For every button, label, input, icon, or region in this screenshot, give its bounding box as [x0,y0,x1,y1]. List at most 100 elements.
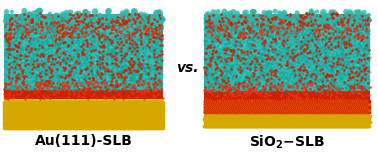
Point [110,62,116,65]
Point [269,36,275,38]
Point [76,36,82,38]
Point [287,80,293,83]
Point [275,43,281,46]
Point [341,84,347,86]
Point [287,32,293,34]
Point [40,78,46,81]
Point [336,61,342,64]
Point [332,62,338,65]
Point [52,24,58,26]
Point [54,48,60,51]
Point [8,67,14,69]
Point [284,64,290,67]
Point [343,18,349,21]
Point [143,65,149,68]
Point [292,15,298,17]
Point [203,97,209,100]
Point [339,43,345,45]
Point [250,48,256,51]
Point [126,75,132,78]
Point [90,22,96,24]
Point [330,74,336,77]
Point [106,68,112,71]
Point [235,68,241,71]
Point [12,79,18,82]
Point [311,67,317,69]
Point [308,42,314,45]
Point [2,93,8,95]
Point [296,96,302,98]
Point [295,85,301,88]
Point [65,41,71,44]
Point [117,64,123,66]
Point [249,20,255,22]
Point [145,36,151,39]
Point [222,20,228,23]
Point [126,60,132,63]
Point [15,72,21,75]
Point [48,18,54,21]
Point [92,10,98,13]
Point [328,50,335,53]
Point [322,30,328,32]
Point [152,85,158,88]
Point [19,17,25,19]
Point [233,89,239,92]
Point [120,30,126,33]
Point [285,27,291,30]
Point [321,83,327,85]
Point [358,18,364,20]
Point [246,51,252,54]
Point [34,19,40,21]
Point [106,18,112,21]
Point [257,23,263,26]
Point [354,37,360,39]
Point [320,87,326,89]
Point [242,89,248,92]
Point [255,74,261,77]
Point [43,26,50,28]
Point [248,87,254,90]
Point [89,47,95,49]
Point [63,68,69,71]
Point [12,67,18,70]
Point [95,73,101,75]
Point [141,21,147,24]
Point [26,43,33,46]
Point [62,49,68,52]
Point [147,35,153,38]
Point [135,16,141,19]
Point [341,82,347,84]
Point [350,25,356,28]
Point [102,86,108,89]
Point [270,85,276,87]
Point [128,46,134,48]
Point [34,51,40,53]
Point [356,82,363,85]
Point [344,79,350,82]
Point [300,14,306,16]
Point [279,68,285,71]
Point [141,17,147,20]
Point [204,84,210,87]
Point [87,93,93,95]
Point [285,78,291,80]
Point [130,34,136,36]
Point [7,24,13,27]
Point [207,46,213,48]
Point [324,17,330,19]
Point [268,59,274,62]
Point [284,15,290,18]
Point [93,53,99,56]
Point [237,22,243,25]
Point [128,70,134,72]
Point [228,23,234,26]
Point [257,63,263,65]
Point [127,59,133,62]
Point [328,86,334,89]
Point [275,33,281,35]
Point [349,20,355,22]
Point [337,57,343,59]
Point [58,25,64,28]
Point [230,87,236,90]
